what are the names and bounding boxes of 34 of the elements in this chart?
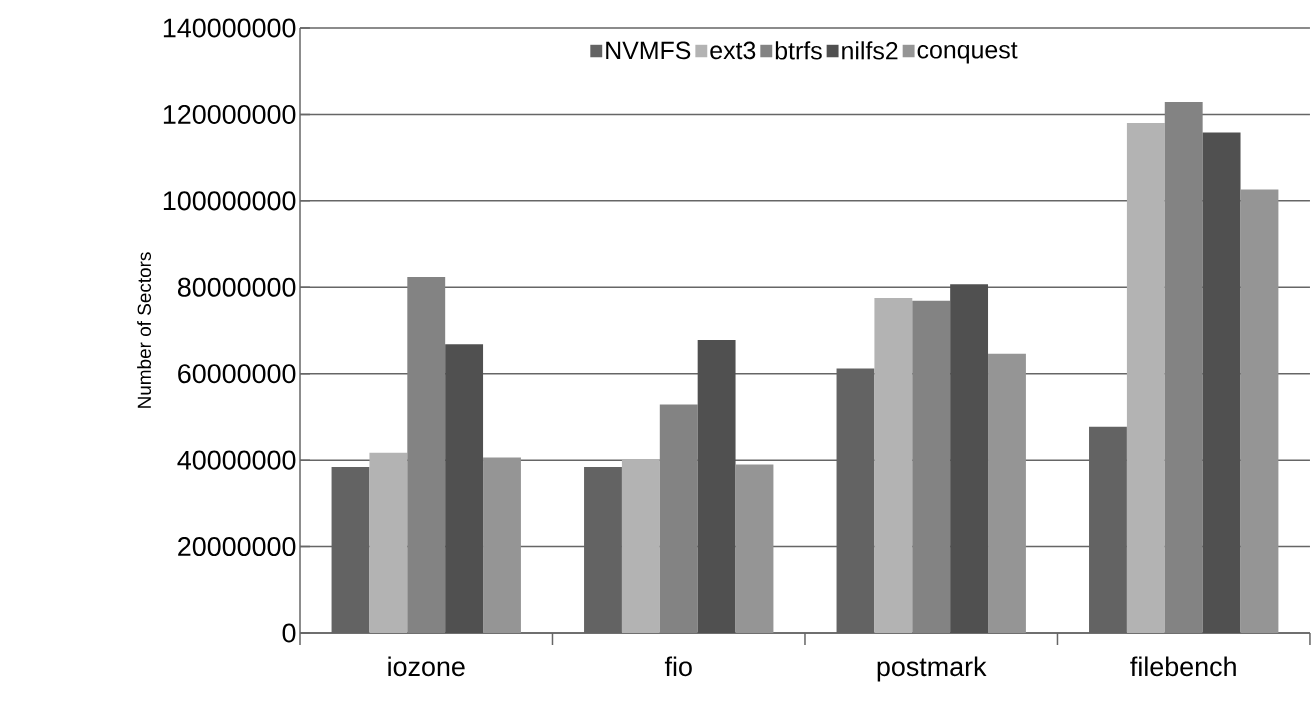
y-tick-label: 120000000 bbox=[163, 104, 296, 124]
bar bbox=[697, 340, 736, 633]
y-tick-label: 100000000 bbox=[163, 191, 296, 211]
y-tick-label: 0 bbox=[282, 623, 296, 643]
x-tick-label: postmark bbox=[877, 656, 987, 682]
bar bbox=[1240, 189, 1279, 633]
bar bbox=[735, 464, 774, 633]
x-tick-label: filebench bbox=[1130, 656, 1236, 677]
y-tick-label: 20000000 bbox=[178, 537, 296, 557]
x-tick-label: fio bbox=[664, 656, 692, 677]
bar bbox=[483, 457, 521, 633]
y-tick-label: 140000000 bbox=[163, 18, 296, 38]
bar bbox=[369, 452, 408, 633]
x-tick-label: iozone bbox=[388, 656, 465, 677]
bar bbox=[1202, 132, 1241, 633]
y-tick-label: 80000000 bbox=[177, 277, 296, 297]
bar bbox=[659, 404, 698, 633]
legend-label: conquest bbox=[917, 42, 1018, 64]
bar bbox=[950, 284, 989, 633]
y-tick-label: 60000000 bbox=[178, 364, 296, 384]
bar bbox=[1164, 101, 1203, 633]
bar bbox=[407, 276, 446, 633]
bar bbox=[621, 459, 660, 633]
legend-label: nilfs2 bbox=[842, 41, 898, 60]
y-axis-title: Number of Sectors bbox=[137, 252, 152, 408]
legend-label: NVMFS bbox=[606, 41, 691, 60]
bar bbox=[912, 300, 951, 633]
bar bbox=[445, 344, 484, 633]
legend-label: btrfs bbox=[775, 41, 822, 60]
legend-label: ext3 bbox=[710, 41, 756, 60]
bar bbox=[874, 298, 913, 633]
bar bbox=[1126, 123, 1165, 633]
y-tick-label: 40000000 bbox=[177, 450, 296, 470]
bar bbox=[988, 353, 1026, 633]
